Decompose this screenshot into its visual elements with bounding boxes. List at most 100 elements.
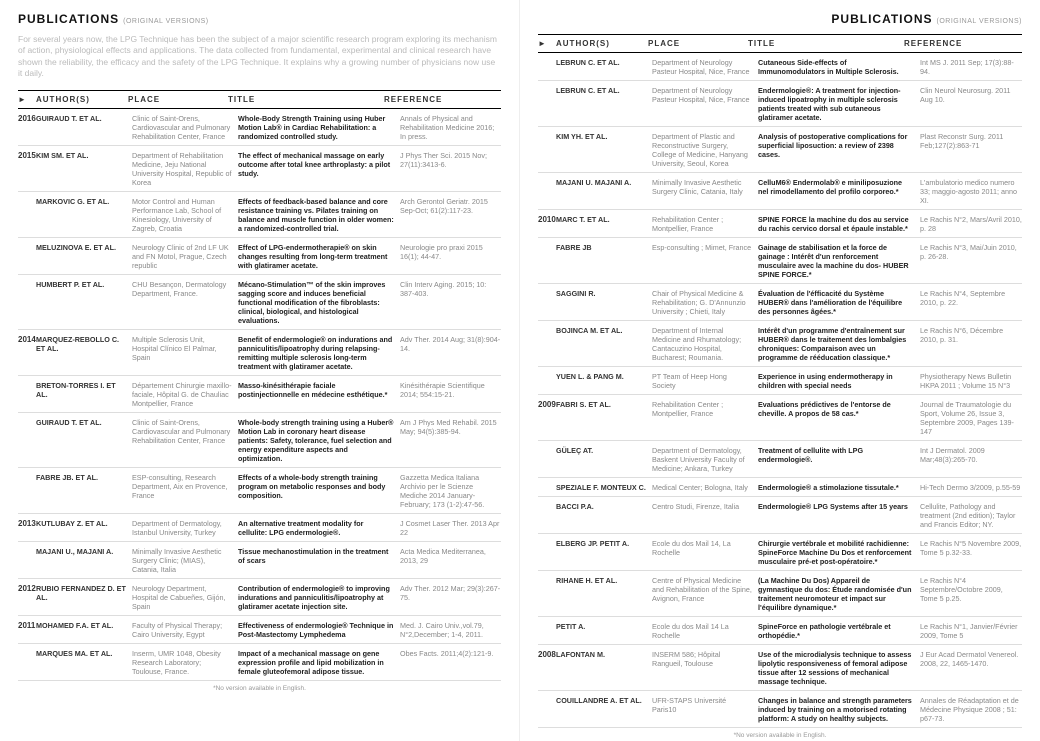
title-cell: Endermologie® a stimolazione tissutale.* [758,483,920,492]
table-header-right: ► AUTHOR(S) PLACE TITLE REFERENCE [538,34,1022,53]
header-subtitle-r: (ORIGINAL VERSIONS) [937,18,1022,25]
table-row: 2012RUBIO FERNANDEZ D. ET AL.Neurology D… [18,579,501,616]
table-row: 2016GUIRAUD T. ET AL.Clinic of Saint-Ore… [18,109,501,146]
table-row: GÜLEÇ AT.Department of Dermatology, Bask… [538,441,1022,478]
author-cell: MAJANI U., MAJANI A. [36,547,132,574]
place-cell: Faculty of Physical Therapy; Cairo Unive… [132,621,238,639]
place-cell: Clinic of Saint-Orens, Cardiovascular an… [132,114,238,141]
author-cell: MARQUEZ-REBOLLO C. ET AL. [36,335,132,371]
place-cell: Department of Rehabilitation Medicine, J… [132,151,238,187]
title-cell: Benefit of endermologie® on indurations … [238,335,400,371]
table-row: HUMBERT P. ET AL.CHU Besançon, Dermatolo… [18,275,501,330]
reference-cell: Adv Ther. 2012 Mar; 29(3):267-75. [400,584,501,611]
reference-cell: Physiotherapy News Bulletin HKPA 2011 ; … [920,372,1022,390]
footnote-left: *No version available in English. [18,685,501,692]
title-cell: Mécano-Stimulation™ of the skin improves… [238,280,400,325]
place-cell: Neurology Clinic of 2nd LF UK and FN Mot… [132,243,238,270]
title-cell: Evaluations prédictives de l'entorse de … [758,400,920,436]
place-cell: UFR-STAPS Université Paris10 [652,696,758,723]
place-cell: Department of Neurology Pasteur Hospital… [652,86,758,122]
reference-cell: Kinésithérapie Scientifique 2014; 554:15… [400,381,501,408]
author-cell: LAFONTAN M. [556,650,652,686]
reference-cell: Le Rachis N°5 Novembre 2009, Tome 5 p.32… [920,539,1022,566]
year-cell: 2011 [18,621,36,639]
author-cell: ELBERG JP. PETIT A. [556,539,652,566]
title-cell: Endermologie®: A treatment for injection… [758,86,920,122]
year-cell [538,446,556,473]
col-reference-r: REFERENCE [904,39,1022,48]
place-cell: Department of Plastic and Reconstructive… [652,132,758,168]
table-row: MELUZINOVA E. ET AL.Neurology Clinic of … [18,238,501,275]
left-column: PUBLICATIONS (ORIGINAL VERSIONS) For sev… [0,0,520,741]
title-cell: Use of the microdialysis technique to as… [758,650,920,686]
title-cell: Chirurgie vertébrale et mobilité rachidi… [758,539,920,566]
place-cell: CHU Besançon, Dermatology Department, Fr… [132,280,238,325]
col-place-r: PLACE [648,39,748,48]
table-row: MAJANI U. MAJANI A.Minimally Invasive Ae… [538,173,1022,210]
author-cell: SPEZIALE F. MONTEUX C. [556,483,652,492]
reference-cell: Med. J. Cairo Univ.,vol.79, N°2,December… [400,621,501,639]
title-cell: Endermologie® LPG Systems after 15 years [758,502,920,529]
table-rows-right: LEBRUN C. ET AL.Department of Neurology … [538,53,1022,728]
author-cell: RIHANE H. ET AL. [556,576,652,612]
year-cell [18,243,36,270]
year-cell [538,243,556,279]
title-cell: Effects of feedback-based balance and co… [238,197,400,233]
reference-cell: Annales de Réadaptation et de Médecine P… [920,696,1022,723]
reference-cell: Le Rachis N°2, Mars/Avril 2010, p. 28 [920,215,1022,233]
reference-cell: Obes Facts. 2011;4(2):121-9. [400,649,501,676]
reference-cell: Le Rachis N°4, Septembre 2010, p. 22. [920,289,1022,316]
table-row: 2010MARC T. ET AL.Rehabilitation Center … [538,210,1022,238]
place-cell: Esp-consulting ; Mimet, France [652,243,758,279]
table-row: KIM YH. ET AL.Department of Plastic and … [538,127,1022,173]
table-row: SAGGINI R.Chair of Physical Medicine & R… [538,284,1022,321]
table-row: 2011MOHAMED F.A. ET AL.Faculty of Physic… [18,616,501,644]
reference-cell: Plast Reconstr Surg. 2011 Feb;127(2):863… [920,132,1022,168]
title-cell: Contribution of endermologie® to improvi… [238,584,400,611]
title-cell: SpineForce en pathologie vertébrale et o… [758,622,920,640]
year-cell: 2010 [538,215,556,233]
year-cell [538,502,556,529]
author-cell: BOJINCA M. ET AL. [556,326,652,362]
reference-cell: L'ambulatorio medico numero 33; maggio-a… [920,178,1022,205]
title-cell: Tissue mechanostimulation in the treatme… [238,547,400,574]
author-cell: RUBIO FERNANDEZ D. ET AL. [36,584,132,611]
table-row: GUIRAUD T. ET AL.Clinic of Saint-Orens, … [18,413,501,468]
author-cell: MELUZINOVA E. ET AL. [36,243,132,270]
place-cell: Clinic of Saint-Orens, Cardiovascular an… [132,418,238,463]
year-cell [538,132,556,168]
title-cell: CelluM6® Endermolab® e miniliposuzione n… [758,178,920,205]
author-cell: FABRE JB [556,243,652,279]
reference-cell: Int MS J. 2011 Sep; 17(3):88-94. [920,58,1022,76]
col-authors-r: AUTHOR(S) [556,39,648,48]
title-cell: Cutaneous Side-effects of Immunomodulato… [758,58,920,76]
reference-cell: Arch Gerontol Geriatr. 2015 Sep-Oct; 61(… [400,197,501,233]
year-cell: 2008 [538,650,556,686]
author-cell: COUILLANDRE A. ET AL. [556,696,652,723]
reference-cell: Int J Dermatol. 2009 Mar;48(3):265-70. [920,446,1022,473]
title-cell: Analysis of postoperative complications … [758,132,920,168]
year-cell [18,418,36,463]
table-row: LEBRUN C. ET AL.Department of Neurology … [538,53,1022,81]
year-cell [18,649,36,676]
reference-cell: Clin Interv Aging. 2015; 10: 387-403. [400,280,501,325]
reference-cell: Clin Neurol Neurosurg. 2011 Aug 10. [920,86,1022,122]
place-cell: Department of Dermatology, Baskent Unive… [652,446,758,473]
year-cell [18,547,36,574]
table-header-left: ► AUTHOR(S) PLACE TITLE REFERENCE [18,90,501,109]
author-cell: PETIT A. [556,622,652,640]
place-cell: Centro Studi, Firenze, Italia [652,502,758,529]
reference-cell: Hi-Tech Dermo 3/2009, p.55-59 [920,483,1022,492]
place-cell: Neurology Department, Hospital de Cabueñ… [132,584,238,611]
table-row: 2013KUTLUBAY Z. ET AL.Department of Derm… [18,514,501,542]
year-cell [18,280,36,325]
title-cell: Effects of a whole-body strength trainin… [238,473,400,509]
place-cell: Rehabilitation Center ; Montpellier, Fra… [652,400,758,436]
author-cell: FABRI S. ET AL. [556,400,652,436]
author-cell: MARC T. ET AL. [556,215,652,233]
reference-cell: J Eur Acad Dermatol Venereol. 2008, 22, … [920,650,1022,686]
reference-cell: Adv Ther. 2014 Aug; 31(8):904-14. [400,335,501,371]
col-title-r: TITLE [748,39,904,48]
author-cell: HUMBERT P. ET AL. [36,280,132,325]
place-cell: Ecole du dos Mail 14 La Rochelle [652,622,758,640]
